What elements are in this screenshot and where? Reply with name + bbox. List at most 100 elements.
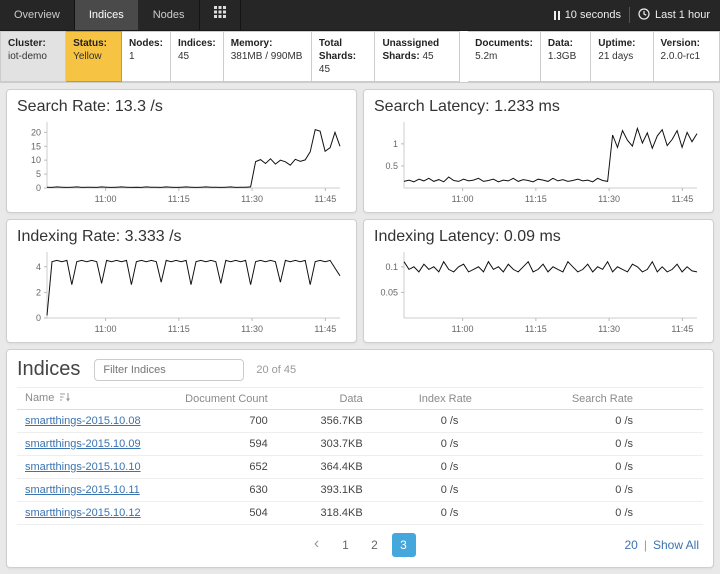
- cluster-stat-uptime: Uptime: 21 days: [591, 31, 654, 82]
- pagination-divider: |: [643, 538, 647, 552]
- svg-text:11:15: 11:15: [168, 324, 190, 334]
- tab-indices[interactable]: Indices: [74, 0, 139, 30]
- search-latency-title: Search Latency: 1.233 ms: [374, 98, 560, 115]
- time-range-control[interactable]: Last 1 hour: [638, 7, 710, 23]
- indexing-rate-chart: 0 2 4 11:00 11:15 11:30 11:45: [17, 248, 346, 340]
- cell-document-count: 504: [165, 501, 276, 525]
- time-range-label: Last 1 hour: [654, 9, 710, 21]
- cell-data: 303.7KB: [275, 432, 371, 456]
- svg-text:11:30: 11:30: [241, 194, 263, 204]
- indexing-latency-title: Indexing Latency: 0.09 ms: [374, 228, 561, 245]
- svg-text:11:00: 11:00: [95, 324, 117, 334]
- svg-text:11:45: 11:45: [671, 194, 693, 204]
- cell-search-rate: 0 /s: [545, 478, 703, 502]
- cluster-stat-nodes: Nodes: 1: [122, 31, 171, 82]
- svg-text:11:15: 11:15: [525, 324, 547, 334]
- cluster-stat-memory: Memory: 381MB / 990MB: [223, 31, 312, 82]
- cluster-stat-version: Version: 2.0.0-rc1: [653, 31, 720, 82]
- svg-text:11:00: 11:00: [452, 194, 474, 204]
- svg-text:11:00: 11:00: [95, 194, 117, 204]
- indexing-rate-title: Indexing Rate: 3.333 /s: [17, 228, 182, 245]
- indices-panel: Indices 20 of 45 Name: [6, 349, 714, 568]
- column-header-name[interactable]: Name: [17, 387, 166, 410]
- cell-index-rate: 0 /s: [370, 501, 546, 525]
- column-header-document-count[interactable]: Document Count: [165, 387, 276, 410]
- svg-text:1: 1: [393, 139, 398, 149]
- svg-text:11:15: 11:15: [525, 194, 547, 204]
- svg-text:2: 2: [36, 287, 41, 297]
- column-header-index-rate[interactable]: Index Rate: [370, 387, 546, 410]
- apps-grid-button[interactable]: [200, 0, 241, 30]
- indices-table: Name Document Count Data In: [17, 387, 703, 525]
- pause-icon: [553, 10, 560, 20]
- tab-nodes[interactable]: Nodes: [139, 0, 200, 30]
- refresh-interval-control[interactable]: 10 seconds: [553, 9, 621, 21]
- cell-index-rate: 0 /s: [370, 478, 546, 502]
- svg-text:15: 15: [31, 141, 41, 151]
- show-all-link[interactable]: Show All: [652, 538, 699, 552]
- svg-text:0.5: 0.5: [385, 161, 398, 171]
- cell-index-rate: 0 /s: [370, 409, 546, 433]
- page-3-button[interactable]: 3: [391, 533, 416, 557]
- cell-document-count: 652: [165, 455, 276, 479]
- table-row: smartthings-2015.10.09 594 303.7KB 0 /s 0 /s: [17, 432, 703, 456]
- page-size[interactable]: 20: [624, 538, 638, 552]
- index-name-link[interactable]: smartthings-2015.10.09: [25, 438, 141, 450]
- index-name-link[interactable]: smartthings-2015.10.12: [25, 507, 141, 519]
- svg-text:0.1: 0.1: [385, 262, 398, 272]
- index-name-link[interactable]: smartthings-2015.10.08: [25, 415, 141, 427]
- table-row: smartthings-2015.10.12 504 318.4KB 0 /s 0 /s: [17, 501, 703, 525]
- svg-text:11:30: 11:30: [598, 324, 620, 334]
- prev-page-button[interactable]: ‹: [313, 535, 320, 552]
- filter-indices-input[interactable]: [94, 358, 245, 381]
- index-name-link[interactable]: smartthings-2015.10.11: [25, 484, 140, 496]
- svg-text:11:30: 11:30: [598, 194, 620, 204]
- column-header-search-rate[interactable]: Search Rate: [545, 387, 703, 410]
- nav-separator: [628, 7, 630, 23]
- main-content: Search Rate: 13.3 /s 0 5 10 15 20 11:00 11:15 1…: [0, 83, 720, 574]
- svg-text:11:45: 11:45: [671, 324, 693, 334]
- indexing-rate-panel: Indexing Rate: 3.333 /s 0 2 4 11:00 11:15 11:…: [6, 219, 357, 343]
- cluster-stat-documents: Documents: 5.2m: [468, 31, 541, 82]
- table-row: smartthings-2015.10.10 652 364.4KB 0 /s 0 /s: [17, 455, 703, 479]
- cell-data: 393.1KB: [275, 478, 371, 502]
- svg-text:4: 4: [36, 262, 41, 272]
- refresh-interval-label: 10 seconds: [564, 9, 621, 21]
- cluster-stat-cluster: Cluster: iot-demo: [0, 31, 67, 82]
- cell-search-rate: 0 /s: [545, 409, 703, 433]
- indices-count: 20 of 45: [256, 363, 297, 376]
- cell-document-count: 630: [165, 478, 276, 502]
- svg-text:0.05: 0.05: [380, 287, 398, 297]
- cell-data: 318.4KB: [275, 501, 371, 525]
- indexing-latency-chart: 0.05 0.1 11:00 11:15 11:30 11:45: [374, 248, 703, 340]
- cell-search-rate: 0 /s: [545, 432, 703, 456]
- pagination: ‹ 1 2 3 20 | Show All: [17, 533, 703, 561]
- grid-icon: [213, 0, 226, 30]
- svg-text:0: 0: [36, 183, 41, 193]
- page-2-button[interactable]: 2: [371, 538, 378, 552]
- search-rate-title: Search Rate: 13.3 /s: [17, 98, 163, 115]
- index-name-link[interactable]: smartthings-2015.10.10: [25, 461, 141, 473]
- sort-asc-icon: [57, 393, 71, 405]
- svg-text:10: 10: [31, 155, 41, 165]
- cell-document-count: 594: [165, 432, 276, 456]
- search-rate-panel: Search Rate: 13.3 /s 0 5 10 15 20 11:00 11:15 1…: [6, 89, 357, 213]
- page-1-button[interactable]: 1: [342, 538, 349, 552]
- cell-search-rate: 0 /s: [545, 455, 703, 479]
- column-header-data[interactable]: Data: [275, 387, 371, 410]
- cell-index-rate: 0 /s: [370, 432, 546, 456]
- search-rate-chart: 0 5 10 15 20 11:00 11:15 11:30 11:45: [17, 118, 346, 210]
- cluster-stat-totalshards: Total Shards: 45: [311, 31, 376, 82]
- cluster-stat-unassignedshards: Unassigned Shards: 45: [375, 31, 461, 82]
- svg-text:20: 20: [31, 127, 41, 137]
- svg-text:11:30: 11:30: [241, 324, 263, 334]
- table-row: smartthings-2015.10.08 700 356.7KB 0 /s 0 /s: [17, 409, 703, 433]
- svg-text:11:45: 11:45: [314, 324, 336, 334]
- charts-grid: Search Rate: 13.3 /s 0 5 10 15 20 11:00 11:15 1…: [6, 89, 714, 343]
- svg-text:11:00: 11:00: [452, 324, 474, 334]
- cluster-stat-data: Data: 1.3GB: [540, 31, 592, 82]
- cluster-stat-status: Status: Yellow: [66, 31, 123, 82]
- tab-overview[interactable]: Overview: [0, 0, 75, 30]
- search-latency-panel: Search Latency: 1.233 ms 0.5 1 11:00 11:15 1…: [363, 89, 714, 213]
